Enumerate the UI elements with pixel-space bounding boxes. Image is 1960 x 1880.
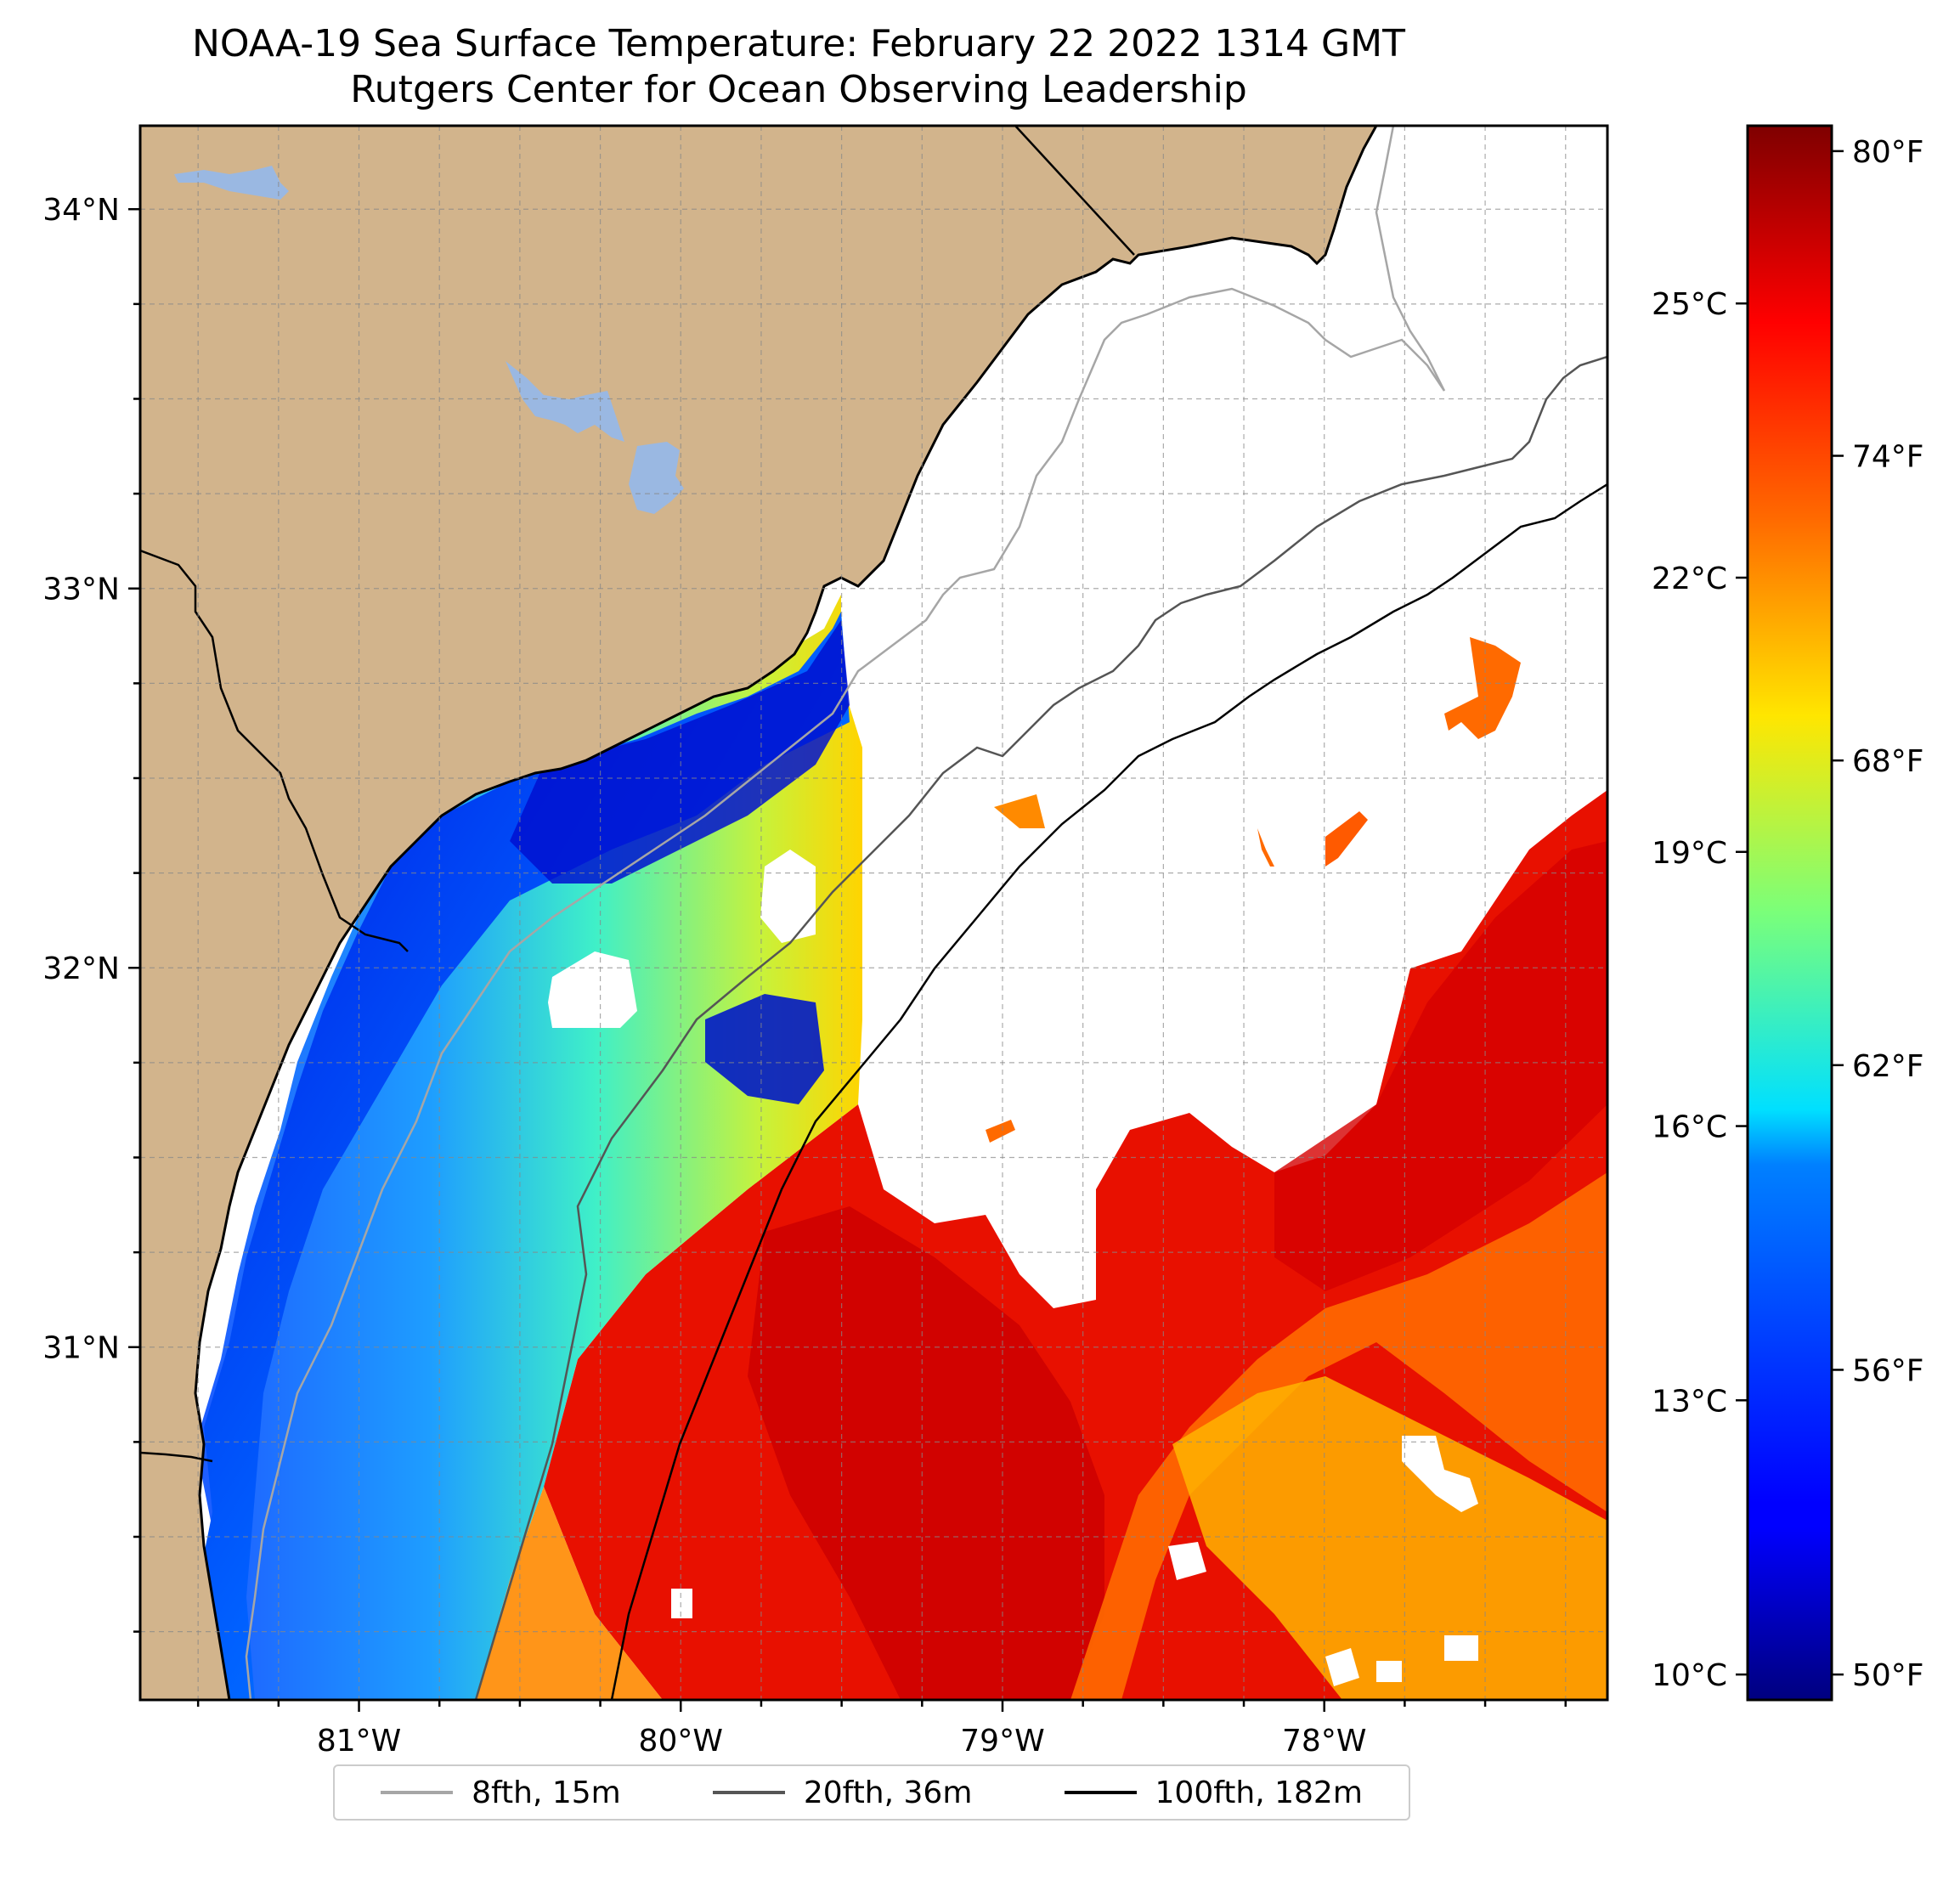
sst-orange-south [476,1487,663,1700]
lon-tick-label: 81°W [317,1724,401,1759]
cloud-gap [671,1589,692,1618]
sst-dark-blue-patch [510,620,850,884]
legend-line-8fth [381,1791,454,1794]
lake [506,361,624,442]
legend-label-8fth: 8fth, 15m [472,1775,621,1810]
legend-line-100fth [1064,1791,1137,1794]
contour-legend: 8fth, 15m 20fth, 36m 100fth, 182m [333,1764,1410,1821]
colorbar-c-label: 22°C [1652,562,1727,596]
cloud-gap [1402,1436,1478,1512]
legend-item-8fth: 8fth, 15m [381,1776,621,1810]
colorbar-f-label: 68°F [1852,744,1924,779]
legend-label-100fth: 100fth, 182m [1155,1775,1363,1810]
sst-warm-patch [986,1120,1015,1143]
legend-line-20fth [712,1791,785,1794]
colorbar-f-label: 50°F [1852,1658,1924,1693]
cloud-gap [1325,1648,1359,1686]
lon-tick-label: 78°W [1282,1724,1366,1759]
lat-tick-label: 32°N [42,951,120,986]
lon-tick-label: 79°W [960,1724,1044,1759]
map-axis-ticks: 81°W 80°W 79°W 78°W 34°N 33°N 32°N 31°N [42,193,1567,1759]
sst-warm-patch [1444,637,1521,739]
chart-subtitle: Rutgers Center for Ocean Observing Leade… [350,68,1247,111]
cloud-gap [1444,1635,1478,1661]
colorbar-f-label: 80°F [1852,135,1924,170]
map-plot-area [140,126,1607,1700]
colorbar-f-label: 74°F [1852,440,1924,475]
sst-yellow-patches [1172,1376,1607,1700]
state-boundary [140,549,409,952]
cloud-gap [548,951,637,1028]
legend-label-20fth: 20fth, 36m [803,1775,973,1810]
lake [174,166,289,200]
sst-gulf-core [748,1206,1104,1700]
colorbar-c-label: 19°C [1652,836,1727,871]
sst-gulf-core-east [1274,841,1607,1291]
lat-tick-label: 31°N [42,1331,120,1366]
sst-shelf-water [195,595,862,1700]
lon-tick-label: 80°W [639,1724,723,1759]
colorbar-ticks: 80°F 74°F 68°F 62°F 56°F 50°F 25°C 22°C 19°C 16°C… [1652,135,1923,1693]
state-boundary [1014,126,1135,256]
cloud-gap [1376,1661,1402,1682]
chart-title: NOAA-19 Sea Surface Temperature: Februar… [192,22,1405,65]
colorbar-f-label: 62°F [1852,1049,1924,1084]
lat-tick-label: 34°N [42,193,120,228]
sst-warm-patch [994,794,1045,828]
contour-8fth [1375,126,1446,392]
colorbar-c-label: 25°C [1652,287,1727,322]
contour-100fth [610,483,1607,1700]
state-boundary [140,1451,213,1463]
contour-20fth [474,355,1607,1700]
map-frame [138,124,1609,1702]
colorbar-c-label: 13°C [1652,1384,1727,1419]
colorbar-c-label: 16°C [1652,1110,1727,1145]
legend-item-20fth: 20fth, 36m [712,1775,973,1810]
sst-warm-patch [1325,811,1368,867]
colorbar-c-label: 10°C [1652,1658,1727,1693]
colorbar-f-label: 56°F [1852,1353,1924,1388]
contour-8fth [245,287,1446,1700]
cloud-gap [1168,1542,1206,1580]
sst-orange-band [1070,1172,1607,1700]
sst-dark-blue-eddy [705,994,824,1104]
colorbar [1746,124,1833,1702]
lat-tick-label: 33°N [42,573,120,607]
cloud-gap [760,850,816,943]
lake [629,442,684,514]
land [140,126,1378,1700]
legend-item-100fth: 100fth, 182m [1064,1775,1363,1810]
